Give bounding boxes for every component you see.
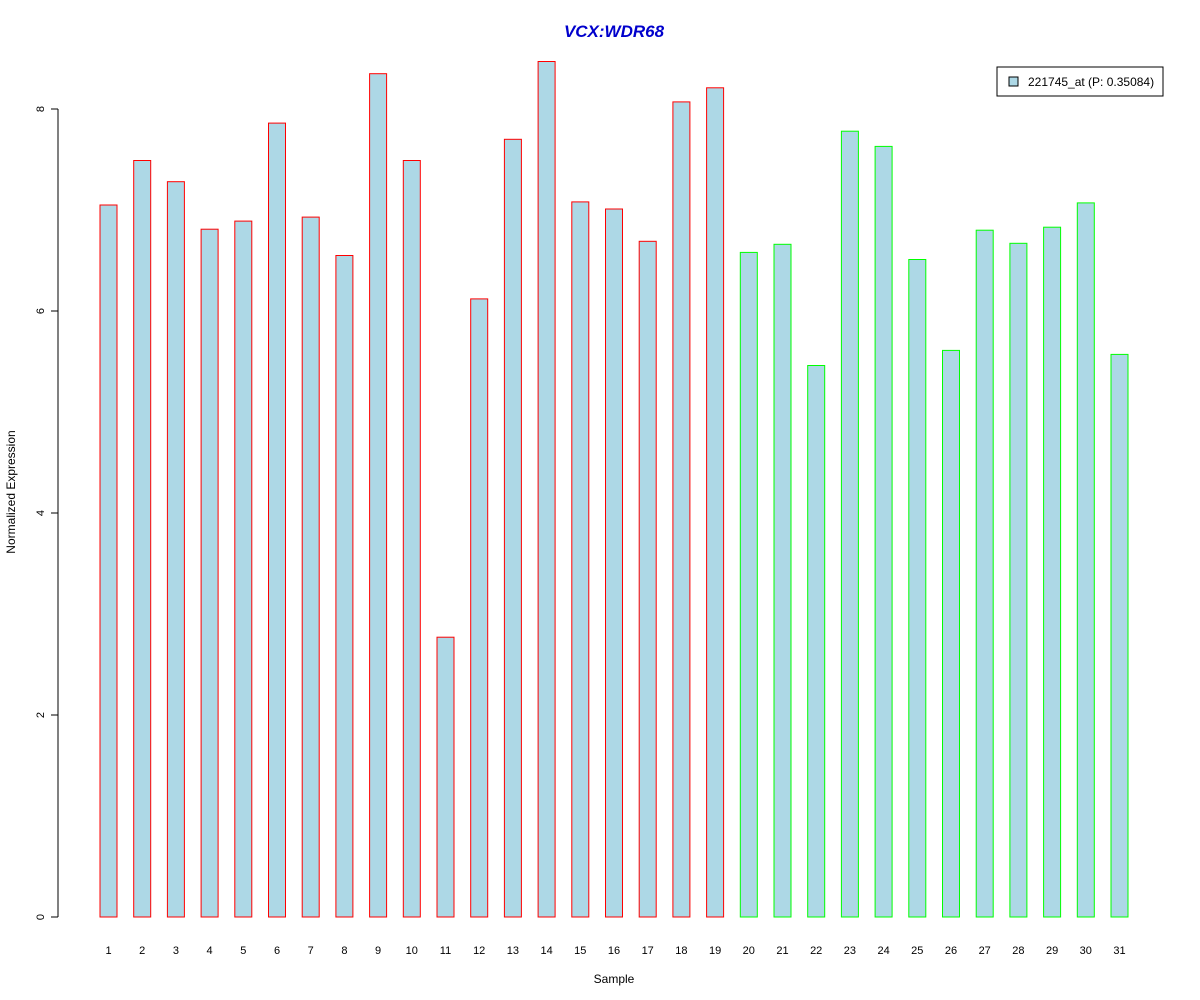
x-tick-label: 6	[274, 945, 280, 957]
x-tick-label: 22	[810, 945, 822, 957]
bar-sample-18	[672, 101, 691, 918]
y-tick-label: 0	[35, 914, 47, 920]
bar-sample-2	[133, 160, 152, 918]
bar-sample-27	[975, 229, 994, 918]
legend-box	[996, 66, 1164, 97]
x-tick-label: 12	[473, 945, 485, 957]
x-tick-label: 27	[979, 945, 991, 957]
bar-sample-6	[268, 122, 286, 918]
bar-sample-7	[301, 216, 320, 918]
x-tick-label: 15	[574, 945, 586, 957]
x-tick-label: 10	[406, 945, 418, 957]
x-axis-ticks: 1 2 3 4 5 6 7 8 9 10 11 12 13 14 15 16 17 18 19 20 21 22 23 24 2…	[105, 945, 1125, 957]
y-tick-label: 2	[35, 712, 47, 718]
x-tick-label: 17	[642, 945, 654, 957]
bar-sample-5	[234, 220, 253, 918]
y-axis-label: Normalized Expression	[4, 430, 18, 553]
x-tick-label: 7	[308, 945, 314, 957]
bar-sample-30	[1076, 202, 1095, 918]
bar-sample-8	[335, 255, 354, 918]
x-tick-label: 21	[776, 945, 788, 957]
y-tick-label: 8	[35, 106, 47, 112]
x-tick-label: 19	[709, 945, 721, 957]
y-tick-label: 6	[35, 308, 47, 314]
bar-sample-9	[369, 73, 388, 918]
bar-sample-1	[99, 204, 118, 918]
bar-sample-25	[908, 259, 927, 918]
x-tick-label: 23	[844, 945, 856, 957]
bar-sample-17	[638, 240, 657, 918]
bar-sample-4	[200, 228, 219, 918]
bar-sample-31	[1110, 353, 1129, 918]
x-tick-label: 13	[507, 945, 519, 957]
x-tick-label: 28	[1012, 945, 1024, 957]
x-tick-label: 31	[1113, 945, 1125, 957]
bar-sample-29	[1043, 226, 1062, 918]
x-tick-label: 4	[207, 945, 213, 957]
x-tick-label: 16	[608, 945, 620, 957]
bar-sample-13	[503, 138, 522, 918]
bar-sample-3	[166, 181, 185, 918]
bar-sample-15	[571, 201, 590, 918]
x-tick-label: 20	[743, 945, 755, 957]
legend-label: 221745_at (P: 0.35084)	[1028, 75, 1154, 89]
bars-group	[99, 61, 1129, 918]
x-tick-label: 14	[540, 945, 552, 957]
bar-sample-21	[773, 243, 792, 918]
x-tick-label: 2	[139, 945, 145, 957]
x-tick-label: 18	[675, 945, 687, 957]
x-tick-label: 8	[341, 945, 347, 957]
bar-sample-11	[436, 636, 455, 918]
x-axis-label: Sample	[594, 972, 635, 986]
x-tick-label: 3	[173, 945, 179, 957]
bar-sample-12	[470, 298, 489, 918]
bar-sample-20	[739, 251, 758, 918]
bar-sample-19	[706, 87, 725, 918]
y-tick-label: 4	[35, 510, 47, 516]
x-tick-label: 29	[1046, 945, 1058, 957]
x-tick-label: 1	[105, 945, 111, 957]
x-tick-label: 26	[945, 945, 957, 957]
x-tick-label: 9	[375, 945, 381, 957]
bar-sample-26	[942, 349, 960, 918]
x-tick-label: 5	[240, 945, 246, 957]
legend-swatch	[1008, 76, 1019, 87]
bar-sample-16	[605, 208, 623, 918]
bar-sample-14	[537, 61, 556, 918]
bar-sample-22	[807, 365, 826, 918]
bar-sample-28	[1009, 242, 1028, 918]
bar-sample-10	[402, 160, 421, 918]
chart-title: VCX:WDR68	[564, 22, 665, 41]
x-tick-label: 24	[877, 945, 889, 957]
legend: 221745_at (P: 0.35084)	[996, 66, 1164, 97]
y-axis: 0 2 4 6 8	[35, 106, 59, 920]
x-tick-label: 25	[911, 945, 923, 957]
x-tick-label: 11	[440, 945, 451, 957]
bar-sample-24	[874, 145, 893, 918]
x-tick-label: 30	[1080, 945, 1092, 957]
bar-sample-23	[840, 130, 859, 918]
